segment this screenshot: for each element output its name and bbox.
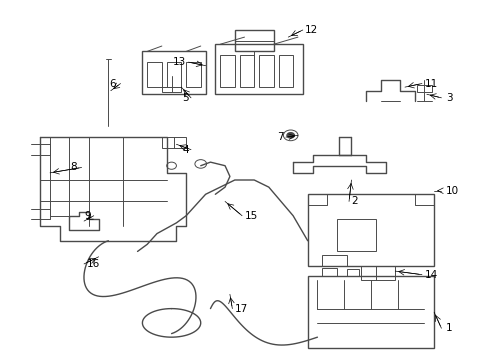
Bar: [346, 269, 358, 276]
Bar: [166, 62, 181, 87]
Text: 14: 14: [424, 270, 437, 280]
Text: 17: 17: [234, 303, 247, 314]
Bar: [336, 219, 375, 251]
Text: 11: 11: [424, 78, 437, 89]
Bar: [416, 85, 431, 93]
Text: 8: 8: [70, 162, 77, 172]
Bar: [162, 87, 181, 93]
Text: 15: 15: [244, 211, 257, 221]
Bar: [239, 55, 254, 87]
Text: 6: 6: [109, 78, 116, 89]
Text: 16: 16: [86, 259, 100, 269]
Bar: [147, 62, 162, 87]
Text: 13: 13: [173, 57, 186, 67]
Bar: [220, 55, 234, 87]
Bar: [215, 44, 302, 94]
Bar: [142, 51, 205, 94]
Text: 2: 2: [351, 197, 357, 206]
Text: 10: 10: [446, 186, 458, 196]
Bar: [186, 62, 201, 87]
Text: 5: 5: [182, 93, 188, 103]
Text: 3: 3: [446, 93, 452, 103]
Bar: [278, 55, 292, 87]
Text: 9: 9: [84, 211, 91, 221]
Text: 7: 7: [276, 132, 283, 142]
Text: 12: 12: [305, 25, 318, 35]
Text: 1: 1: [446, 323, 452, 333]
Text: 4: 4: [182, 145, 188, 155]
Bar: [234, 30, 273, 51]
Bar: [307, 276, 433, 348]
Circle shape: [286, 132, 294, 138]
Bar: [361, 266, 394, 280]
Bar: [162, 137, 186, 148]
Bar: [307, 194, 433, 266]
Bar: [322, 255, 346, 266]
Bar: [322, 267, 336, 276]
Bar: [259, 55, 273, 87]
